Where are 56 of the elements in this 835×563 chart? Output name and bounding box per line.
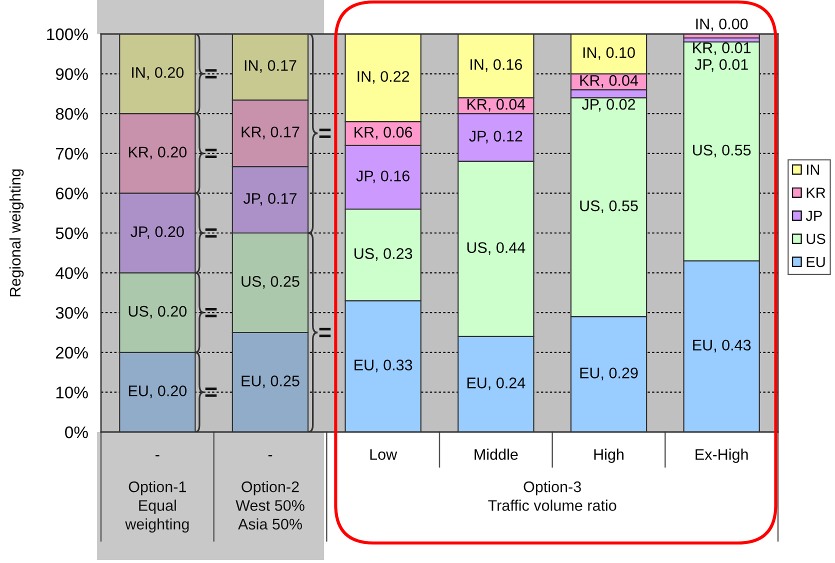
data-label: JP, 0.17 bbox=[243, 193, 297, 206]
y-tick-label: 30% bbox=[56, 307, 88, 319]
data-label: US, 0.20 bbox=[128, 306, 187, 319]
data-label: JP, 0.20 bbox=[130, 226, 184, 239]
data-label: EU, 0.33 bbox=[354, 360, 412, 372]
data-label: KR, 0.20 bbox=[128, 146, 187, 160]
x-tick-label: High bbox=[594, 448, 624, 463]
data-label: IN, 0.20 bbox=[132, 67, 184, 80]
data-label: KR, 0.01 bbox=[693, 42, 751, 56]
y-tick-label: 10% bbox=[56, 386, 88, 398]
data-label: JP, 0.02 bbox=[582, 98, 636, 112]
data-label: US, 0.25 bbox=[242, 276, 300, 289]
data-label: KR, 0.04 bbox=[467, 98, 526, 112]
y-tick-label: 50% bbox=[56, 227, 88, 240]
data-label: US, 0.55 bbox=[580, 200, 638, 214]
text: Option-3 Traffic volume ratio bbox=[488, 481, 616, 511]
data-label: KR, 0.17 bbox=[242, 126, 300, 140]
text: Option-1 Equal weighting bbox=[125, 481, 189, 533]
y-tick-label: 90% bbox=[56, 68, 88, 80]
x-tick-label: - bbox=[268, 455, 272, 456]
data-label: JP, 0.16 bbox=[356, 170, 410, 184]
data-label: KR, 0.06 bbox=[354, 126, 412, 140]
x-tick-label: Low bbox=[370, 449, 398, 460]
x-tick-label: - bbox=[156, 455, 160, 456]
data-label: IN, 0.16 bbox=[470, 59, 522, 72]
data-label: EU, 0.29 bbox=[580, 368, 638, 380]
y-tick-label: 80% bbox=[56, 108, 88, 120]
legend-label: EU bbox=[806, 256, 825, 268]
legend-label: JP bbox=[806, 210, 822, 221]
y-tick-label: 60% bbox=[56, 188, 88, 200]
legend-label: KR bbox=[806, 188, 826, 198]
data-label: EU, 0.25 bbox=[242, 376, 300, 388]
legend-label: IN bbox=[807, 164, 820, 175]
y-tick-label: 0% bbox=[65, 426, 88, 438]
data-label: IN, 0.10 bbox=[583, 47, 635, 60]
data-label: US, 0.55 bbox=[693, 144, 751, 158]
y-tick-label: 40% bbox=[56, 267, 88, 280]
data-label: US, 0.23 bbox=[354, 248, 412, 261]
y-axis-title: Regional weighting bbox=[9, 169, 24, 296]
y-tick-label: 20% bbox=[56, 346, 88, 359]
data-label: EU, 0.20 bbox=[128, 385, 187, 398]
data-label: EU, 0.24 bbox=[467, 378, 526, 390]
x-tick-label: Middle bbox=[474, 448, 518, 460]
y-tick-label: 100% bbox=[47, 28, 88, 40]
data-label: IN, 0.00 bbox=[696, 18, 748, 32]
text: Option-2 West 50% Asia 50% bbox=[236, 481, 304, 530]
y-tick-label: 70% bbox=[56, 148, 88, 160]
legend-label: US bbox=[806, 234, 826, 244]
data-label: IN, 0.17 bbox=[244, 60, 296, 73]
data-label: KR, 0.04 bbox=[580, 75, 638, 88]
data-label: JP, 0.12 bbox=[469, 130, 522, 144]
data-label: JP, 0.01 bbox=[694, 59, 748, 72]
data-label: US, 0.44 bbox=[467, 242, 526, 255]
x-tick-label: Ex-High bbox=[696, 448, 748, 463]
data-label: IN, 0.22 bbox=[358, 71, 410, 84]
data-label: EU, 0.43 bbox=[693, 340, 751, 352]
